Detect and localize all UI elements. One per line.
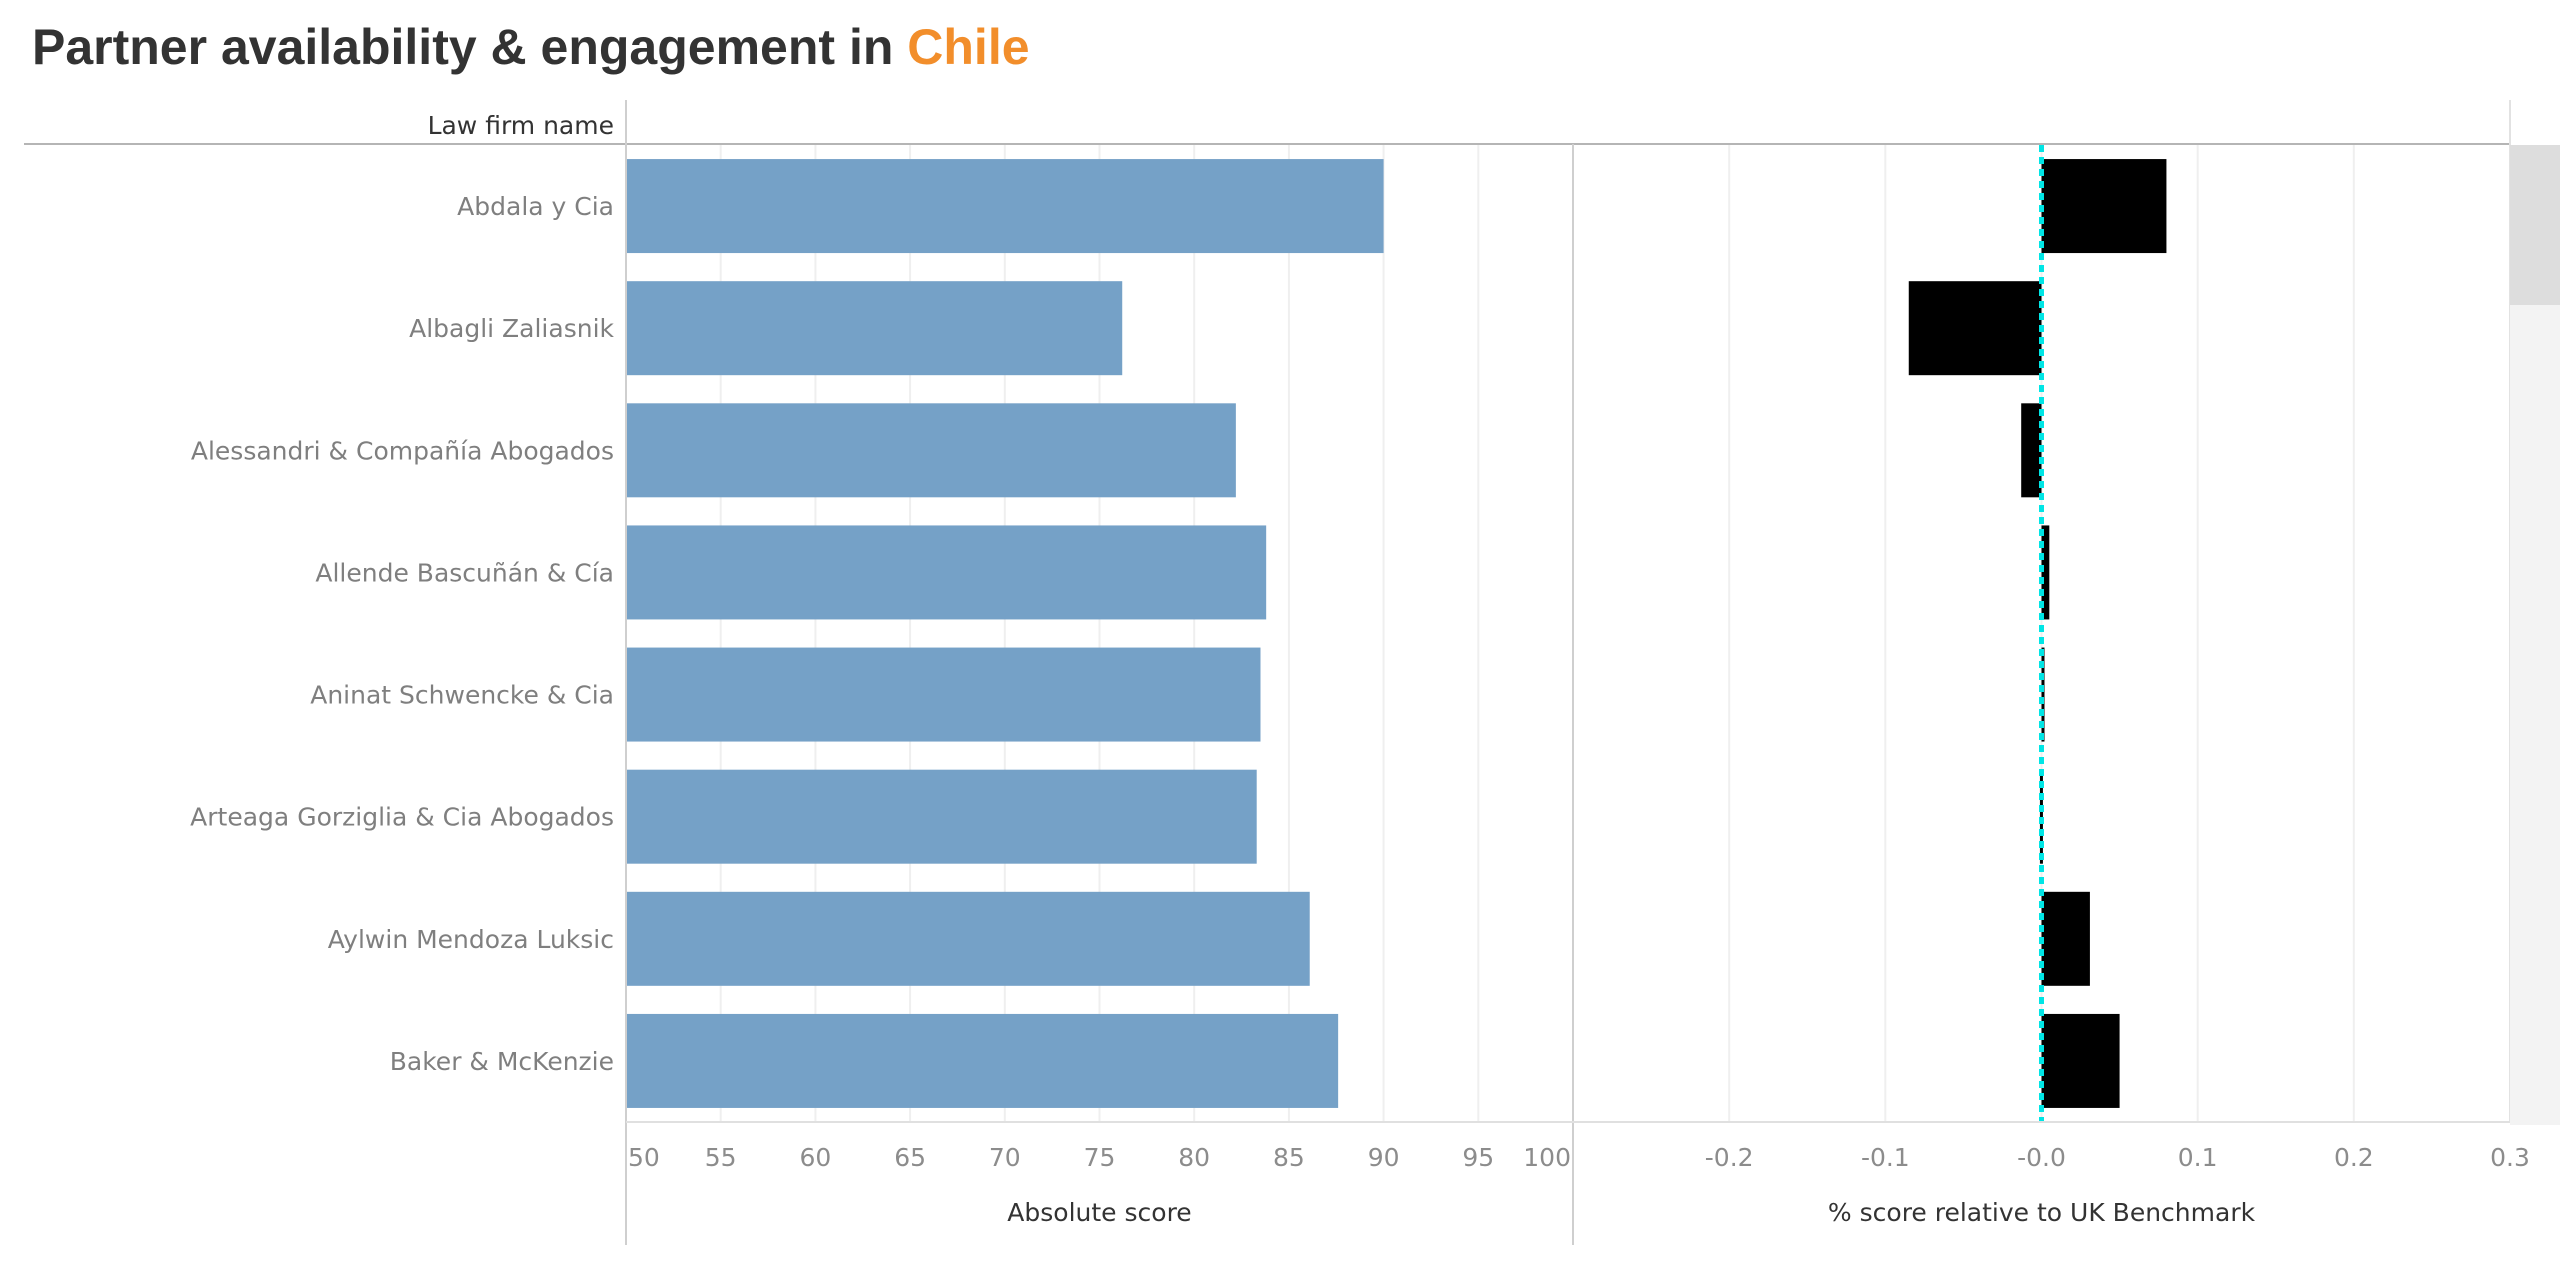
absolute-bar-aylwin-mendoza-luksic[interactable] bbox=[626, 891, 1310, 986]
scrollbar-track[interactable] bbox=[2510, 145, 2560, 1125]
tick-label-p2-5: 0.3 bbox=[2490, 1143, 2530, 1172]
tick-label-p1-5: 75 bbox=[1084, 1143, 1116, 1172]
row-label-allende-bascunan-cia: Allende Bascuñán & Cía bbox=[315, 558, 614, 587]
tick-label-p1-7: 85 bbox=[1273, 1143, 1305, 1172]
tick-label-p1-4: 70 bbox=[989, 1143, 1021, 1172]
row-label-arteaga-gorziglia-cia-abogados: Arteaga Gorziglia & Cia Abogados bbox=[190, 803, 614, 832]
row-label-aylwin-mendoza-luksic: Aylwin Mendoza Luksic bbox=[328, 925, 614, 954]
relative-bar-aylwin-mendoza-luksic[interactable] bbox=[2041, 891, 2090, 986]
absolute-bar-arteaga-gorziglia-cia-abogados[interactable] bbox=[626, 769, 1257, 864]
relative-bar-alessandri-compania-abogados[interactable] bbox=[2021, 403, 2042, 498]
absolute-bar-baker-mckenzie[interactable] bbox=[626, 1013, 1339, 1108]
tick-label-p1-8: 90 bbox=[1368, 1143, 1400, 1172]
absolute-bar-aninat-schwencke-cia[interactable] bbox=[626, 647, 1261, 742]
row-label-aninat-schwencke-cia: Aninat Schwencke & Cia bbox=[310, 681, 614, 710]
tick-label-p1-0: 50 bbox=[628, 1143, 660, 1172]
row-label-abdala-y-cia: Abdala y Cia bbox=[457, 192, 614, 221]
row-label-baker-mckenzie: Baker & McKenzie bbox=[390, 1047, 614, 1076]
tick-label-p1-2: 60 bbox=[799, 1143, 831, 1172]
tick-label-p1-6: 80 bbox=[1178, 1143, 1210, 1172]
title-country: Chile bbox=[907, 19, 1030, 75]
absolute-bar-albagli-zaliasnik[interactable] bbox=[626, 281, 1123, 376]
row-label-albagli-zaliasnik: Albagli Zaliasnik bbox=[409, 314, 614, 343]
tick-label-p2-4: 0.2 bbox=[2334, 1143, 2374, 1172]
relative-bar-baker-mckenzie[interactable] bbox=[2041, 1013, 2120, 1108]
tick-label-p1-9: 95 bbox=[1462, 1143, 1494, 1172]
title-prefix: Partner availability & engagement in bbox=[32, 19, 908, 75]
relative-bar-aninat-schwencke-cia[interactable] bbox=[2041, 647, 2045, 742]
page-title: Partner availability & engagement in Chi… bbox=[32, 18, 1030, 76]
tick-label-p1-1: 55 bbox=[705, 1143, 737, 1172]
row-header-label: Law firm name bbox=[428, 111, 614, 140]
scrollbar-thumb[interactable] bbox=[2510, 145, 2560, 305]
tick-label-p2-3: 0.1 bbox=[2178, 1143, 2218, 1172]
absolute-bar-abdala-y-cia[interactable] bbox=[626, 159, 1384, 254]
relative-bar-allende-bascunan-cia[interactable] bbox=[2041, 525, 2050, 620]
tick-label-p1-10: 100 bbox=[1523, 1143, 1571, 1172]
relative-bar-arteaga-gorziglia-cia-abogados[interactable] bbox=[2039, 769, 2043, 864]
labels-layer: 50 55 60 65 70 75 80 85 90 95 100 Absolute score -0.… bbox=[190, 111, 2530, 1227]
absolute-bar-alessandri-compania-abogados[interactable] bbox=[626, 403, 1236, 498]
bars-layer bbox=[626, 145, 2167, 1122]
relative-bar-abdala-y-cia[interactable] bbox=[2041, 159, 2167, 254]
relative-bar-albagli-zaliasnik[interactable] bbox=[1908, 281, 2042, 376]
tick-label-p2-2: -0.0 bbox=[2017, 1143, 2066, 1172]
row-label-alessandri-compania-abogados: Alessandri & Compañía Abogados bbox=[191, 436, 614, 465]
tick-label-p1-3: 65 bbox=[894, 1143, 926, 1172]
absolute-bar-allende-bascunan-cia[interactable] bbox=[626, 525, 1267, 620]
axis-title-p2: % score relative to UK Benchmark bbox=[1828, 1198, 2256, 1227]
axis-title-p1: Absolute score bbox=[1007, 1198, 1191, 1227]
tick-label-p2-0: -0.2 bbox=[1705, 1143, 1754, 1172]
tick-label-p2-1: -0.1 bbox=[1861, 1143, 1910, 1172]
